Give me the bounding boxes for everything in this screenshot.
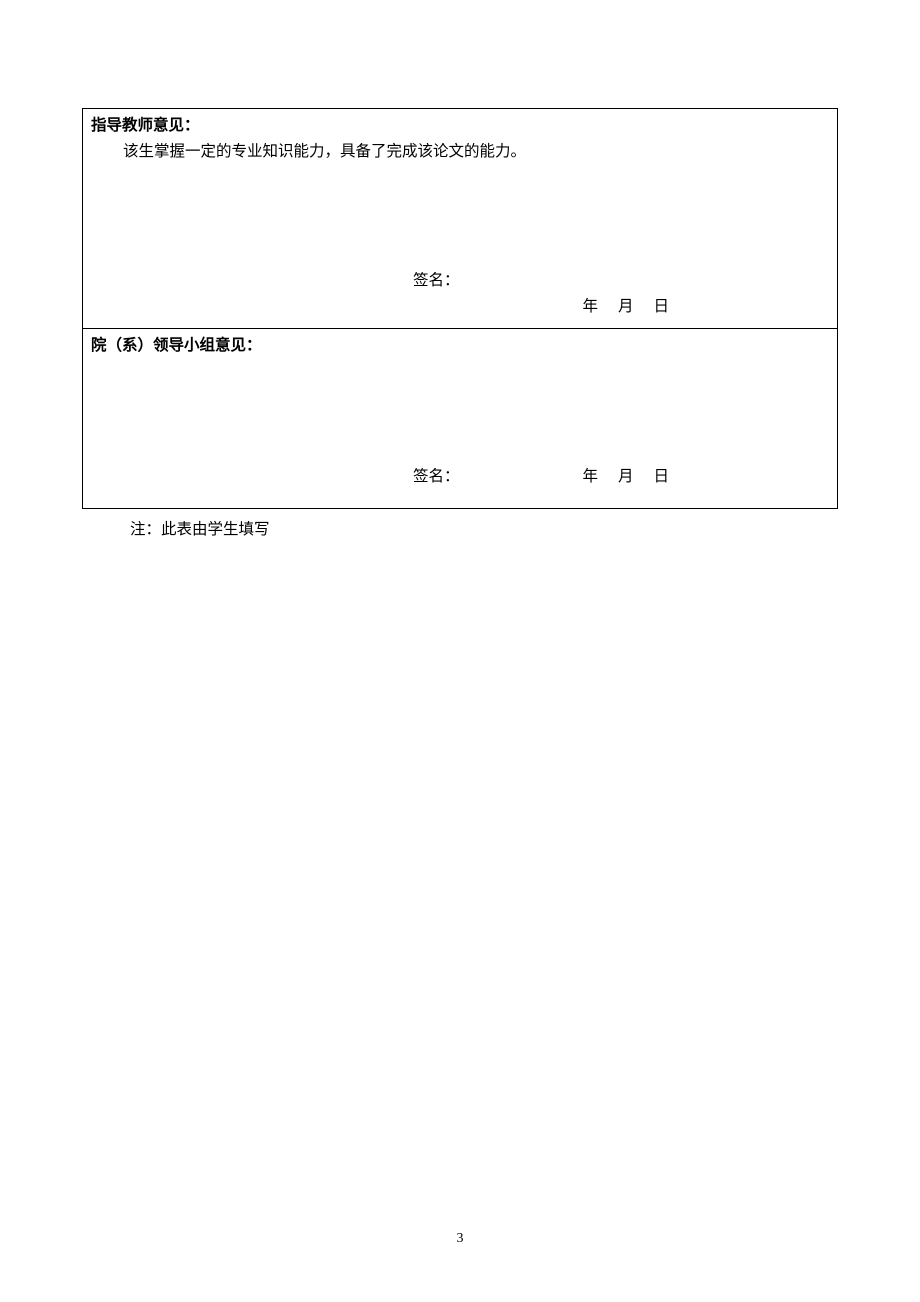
department-opinion-cell: 院（系）领导小组意见： 签名： 年 月 日 bbox=[83, 329, 838, 509]
advisor-opinion-cell: 指导教师意见： 该生掌握一定的专业知识能力，具备了完成该论文的能力。 签名： 年… bbox=[83, 109, 838, 329]
department-year-label: 年 bbox=[582, 468, 598, 485]
department-day-label: 日 bbox=[653, 468, 669, 485]
advisor-section-title: 指导教师意见： bbox=[91, 113, 829, 139]
department-section-title: 院（系）领导小组意见： bbox=[91, 333, 829, 359]
department-date-line: 年月日 bbox=[572, 464, 679, 490]
advisor-date-line: 年月日 bbox=[572, 294, 679, 320]
document-page: 指导教师意见： 该生掌握一定的专业知识能力，具备了完成该论文的能力。 签名： 年… bbox=[0, 0, 920, 1302]
page-number: 3 bbox=[0, 1231, 920, 1247]
advisor-signature-label: 签名： bbox=[413, 268, 460, 294]
department-month-label: 月 bbox=[618, 468, 634, 485]
advisor-month-label: 月 bbox=[618, 298, 634, 315]
opinion-form-table: 指导教师意见： 该生掌握一定的专业知识能力，具备了完成该论文的能力。 签名： 年… bbox=[82, 108, 838, 509]
footnote-text: 注：此表由学生填写 bbox=[82, 517, 838, 539]
advisor-section-content: 该生掌握一定的专业知识能力，具备了完成该论文的能力。 bbox=[91, 139, 829, 165]
advisor-day-label: 日 bbox=[653, 298, 669, 315]
advisor-year-label: 年 bbox=[582, 298, 598, 315]
department-signature-label: 签名： bbox=[413, 464, 460, 490]
